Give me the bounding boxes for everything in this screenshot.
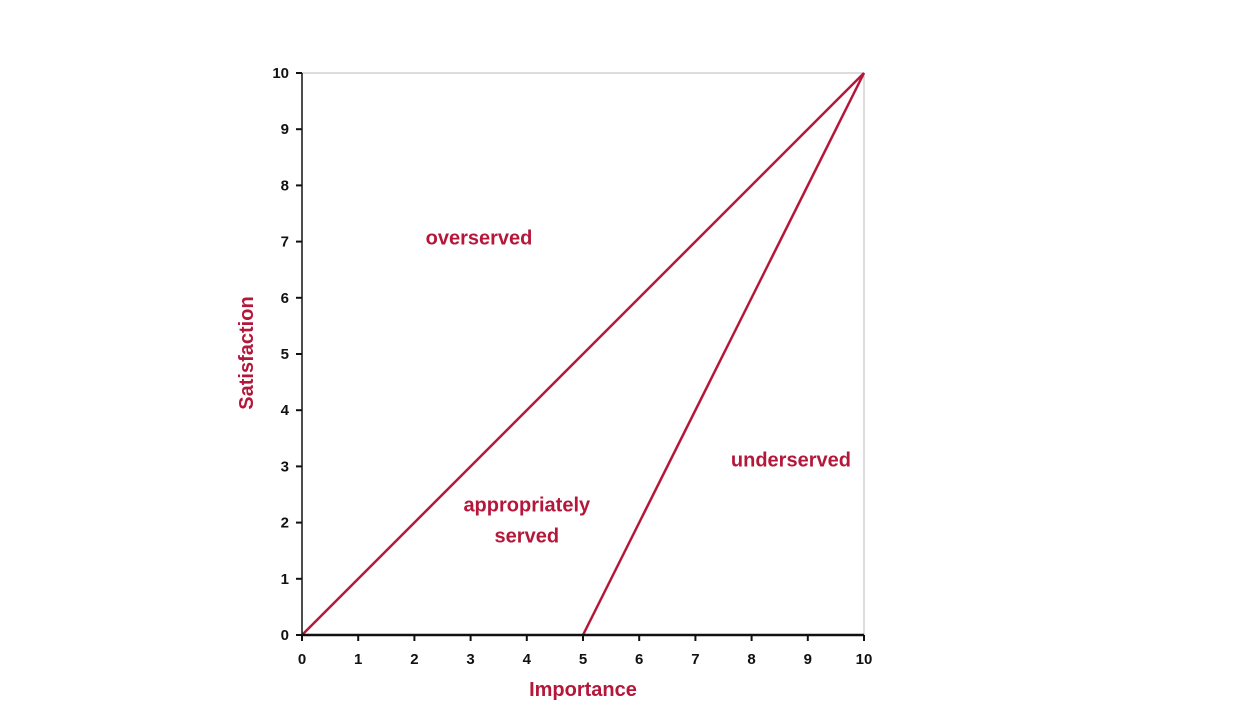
x-tick-label: 8 xyxy=(747,651,755,668)
x-tick-label: 6 xyxy=(635,651,643,668)
series-lines xyxy=(301,72,866,636)
series-line-1 xyxy=(301,72,865,636)
y-tick-label: 1 xyxy=(281,571,289,588)
y-tick-label: 3 xyxy=(281,458,289,475)
x-axis-title: Importance xyxy=(529,679,637,701)
region-labels: overserved appropriately served underserved xyxy=(426,227,851,547)
region-label-2: appropriately served xyxy=(463,494,591,547)
series-line-2 xyxy=(581,72,866,636)
x-tick-label: 10 xyxy=(856,651,873,668)
region-label-line: underserved xyxy=(731,449,851,471)
region-label-line: appropriately xyxy=(463,494,591,516)
y-tick-label: 5 xyxy=(281,346,289,363)
y-tick-label: 10 xyxy=(272,65,289,82)
region-label-3: underserved xyxy=(731,449,851,471)
x-tick-label: 0 xyxy=(298,651,306,668)
region-label-line: served xyxy=(495,525,560,547)
y-tick-label: 4 xyxy=(281,402,290,419)
y-tick-label: 9 xyxy=(281,121,289,138)
x-tick-label: 5 xyxy=(579,651,587,668)
x-tick-label: 9 xyxy=(804,651,812,668)
x-tick-label: 4 xyxy=(523,651,532,668)
y-tick-label: 0 xyxy=(281,627,289,644)
x-tick-label: 7 xyxy=(691,651,699,668)
y-tick-label: 6 xyxy=(281,290,289,307)
region-label-1: overserved xyxy=(426,227,533,249)
x-tick-label: 1 xyxy=(354,651,362,668)
x-tick-label: 2 xyxy=(410,651,418,668)
region-label-line: overserved xyxy=(426,227,533,249)
y-axis-title: Satisfaction xyxy=(236,296,258,409)
y-tick-label: 8 xyxy=(281,177,289,194)
x-tick-label: 3 xyxy=(466,651,474,668)
y-tick-label: 2 xyxy=(281,515,289,532)
y-tick-label: 7 xyxy=(281,234,289,251)
axis-ticks: 0 1 2 3 4 5 6 7 8 9 10 0 1 2 3 4 5 6 7 8 9 10 xyxy=(272,65,872,668)
